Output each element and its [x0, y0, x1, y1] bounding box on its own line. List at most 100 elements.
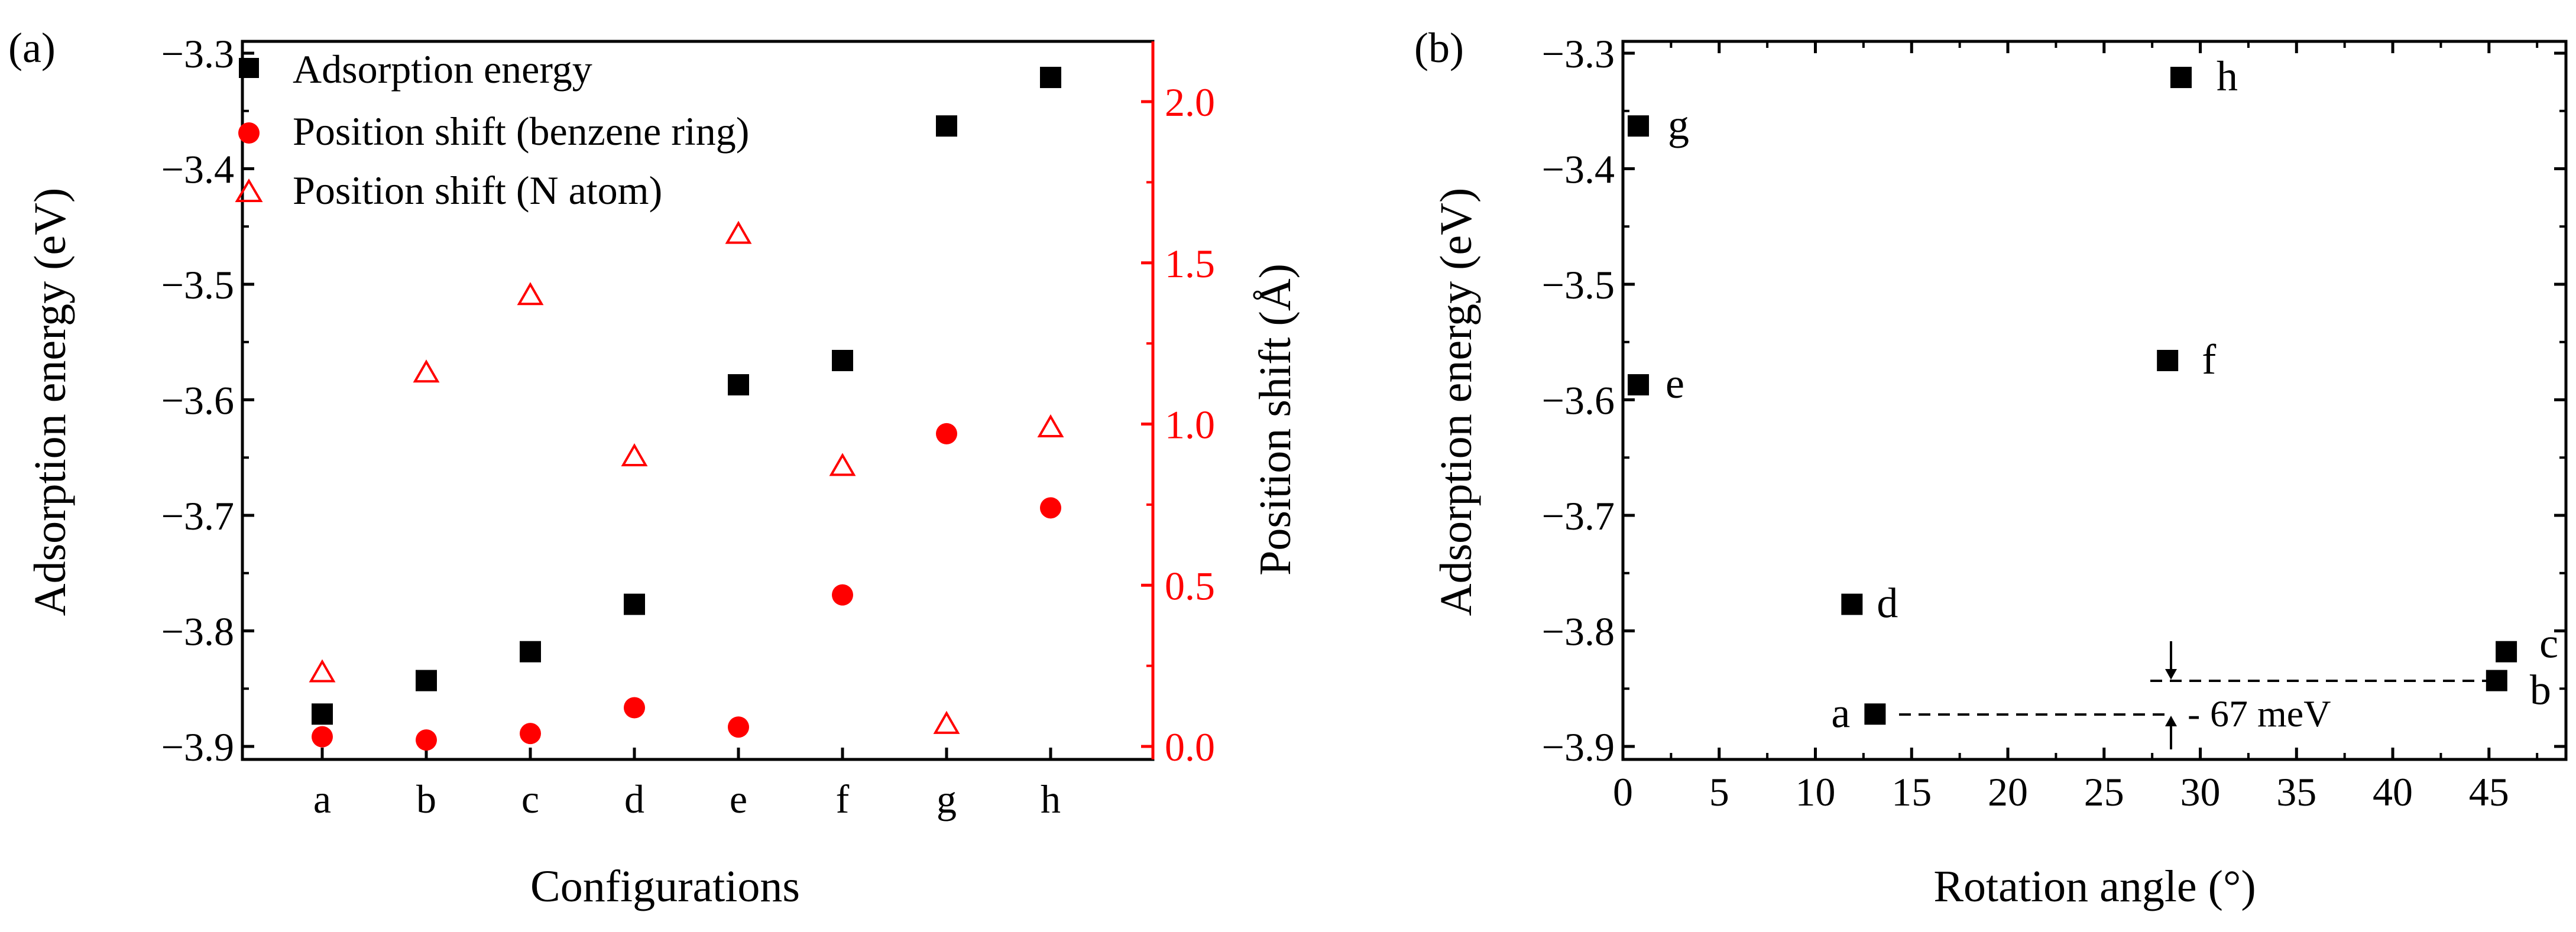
- point-label-e: e: [1666, 360, 1684, 407]
- gap-arrow-up-head: [2165, 716, 2177, 726]
- benzene-ring-shift-point: [1040, 497, 1061, 519]
- benzene-ring-shift-point: [832, 584, 853, 606]
- a-left-tick-label: −3.4: [161, 147, 234, 192]
- point-label-d: d: [1877, 580, 1898, 627]
- point-label-h: h: [2217, 53, 2238, 100]
- panel-a-y2label: Position shift (Å): [1250, 264, 1300, 576]
- b-x-tick-label: 35: [2276, 769, 2316, 814]
- rotation-energy-point: [1628, 374, 1650, 396]
- a-x-tick-label: a: [313, 777, 331, 821]
- b-x-tick-label: 25: [2084, 769, 2124, 814]
- legend-marker-n-atom: [235, 178, 263, 202]
- panel-b-ylabel: Adsorption energy (eV): [1431, 188, 1481, 616]
- panel-b-xlabel: Rotation angle (°): [1933, 862, 2256, 911]
- benzene-ring-shift-point: [624, 697, 645, 719]
- point-label-b: b: [2530, 667, 2551, 714]
- adsorption-energy-point: [520, 641, 541, 663]
- n-atom-shift-point: [517, 282, 544, 306]
- gap-arrow-down-head: [2165, 669, 2177, 680]
- a-left-tick-label: −3.7: [161, 493, 234, 538]
- legend-label-benzene-ring: Position shift (benzene ring): [293, 109, 749, 154]
- adsorption-energy-point: [624, 593, 645, 615]
- point-label-g: g: [1668, 101, 1689, 148]
- a-right-tick-label: 1.5: [1165, 241, 1215, 286]
- energy-gap-annotation: 67 meV -: [1899, 641, 2486, 749]
- rotation-energy-point: [2496, 641, 2517, 663]
- point-label-f: f: [2202, 336, 2216, 383]
- adsorption-energy-point: [728, 374, 749, 396]
- panel-b-label: (b): [1414, 24, 1464, 72]
- b-x-tick-label: 15: [1891, 769, 1932, 814]
- b-x-tick-label: 40: [2373, 769, 2413, 814]
- a-x-tick-label: e: [730, 777, 747, 821]
- a-left-tick-label: −3.8: [161, 609, 234, 654]
- panel-a: (a) −3.9 −3.8 −3.7 −3.6 −3.5 −3.4 −3.3 0.0 0.5 1…: [8, 24, 1300, 911]
- a-x-tick-label: h: [1041, 777, 1061, 821]
- n-atom-shift-point: [1037, 414, 1064, 437]
- panel-a-left-axis: −3.9 −3.8 −3.7 −3.6 −3.5 −3.4 −3.3: [161, 31, 254, 769]
- a-left-tick-label: −3.5: [161, 262, 234, 307]
- panel-b-left-axis: −3.9 −3.8 −3.7 −3.6 −3.5 −3.4 −3.3: [1542, 31, 2566, 769]
- panel-a-ylabel: Adsorption energy (eV): [25, 188, 75, 616]
- b-x-tick-label: 5: [1709, 769, 1729, 814]
- panel-a-marks: [309, 67, 1064, 751]
- a-x-tick-label: f: [836, 777, 850, 821]
- a-right-tick-label: 0.0: [1165, 725, 1215, 769]
- a-left-tick-label: −3.3: [161, 31, 234, 76]
- point-label-c: c: [2539, 620, 2558, 667]
- a-right-tick-label: 0.5: [1165, 563, 1215, 608]
- b-x-tick-label: 20: [1988, 769, 2028, 814]
- panel-b-x-axis: 0 5 10 15 20 25 30 35 40 45: [1613, 41, 2539, 814]
- gap-label-dash: -: [2188, 693, 2200, 735]
- benzene-ring-shift-point: [520, 723, 541, 745]
- legend-marker-benzene-ring: [238, 122, 260, 144]
- panel-a-right-axis: 0.0 0.5 1.0 1.5 2.0: [1141, 41, 1215, 769]
- rotation-energy-point: [1841, 593, 1863, 615]
- rotation-energy-point: [2157, 350, 2179, 372]
- b-left-tick-label: −3.4: [1542, 147, 1615, 192]
- b-left-tick-label: −3.5: [1542, 262, 1615, 307]
- point-label-a: a: [1831, 689, 1850, 736]
- b-left-tick-label: −3.3: [1542, 31, 1615, 76]
- adsorption-energy-point: [416, 670, 437, 691]
- a-x-tick-label: g: [937, 777, 957, 821]
- benzene-ring-shift-point: [936, 423, 957, 444]
- b-x-tick-label: 30: [2180, 769, 2221, 814]
- a-left-tick-label: −3.9: [161, 725, 234, 769]
- n-atom-shift-point: [933, 710, 960, 734]
- b-left-tick-label: −3.7: [1542, 493, 1615, 538]
- legend-marker-adsorption-energy: [239, 58, 259, 78]
- n-atom-shift-point: [413, 359, 440, 383]
- n-atom-shift-point: [621, 443, 648, 467]
- adsorption-energy-point: [312, 703, 333, 725]
- panel-a-x-axis: a b c d e f g h: [313, 748, 1061, 821]
- panel-a-xlabel: Configurations: [530, 862, 800, 911]
- panel-b-plot-frame: [1621, 40, 2568, 761]
- a-x-tick-label: c: [521, 777, 539, 821]
- n-atom-shift-point: [725, 220, 752, 244]
- b-left-tick-label: −3.6: [1542, 378, 1615, 423]
- b-x-tick-label: 45: [2469, 769, 2509, 814]
- n-atom-shift-point: [829, 453, 856, 476]
- benzene-ring-shift-point: [416, 729, 437, 751]
- rotation-energy-point: [1628, 115, 1650, 137]
- a-right-tick-label: 2.0: [1165, 80, 1215, 125]
- legend-label-n-atom: Position shift (N atom): [293, 168, 662, 213]
- benzene-ring-shift-point: [728, 716, 749, 738]
- a-left-tick-label: −3.6: [161, 378, 234, 423]
- a-x-tick-label: b: [416, 777, 436, 821]
- adsorption-energy-point: [1040, 67, 1061, 89]
- adsorption-energy-point: [832, 350, 853, 372]
- a-right-tick-label: 1.0: [1165, 402, 1215, 447]
- b-x-tick-label: 0: [1613, 769, 1633, 814]
- panel-a-label: (a): [8, 24, 56, 72]
- a-x-tick-label: d: [624, 777, 644, 821]
- rotation-energy-point: [1864, 703, 1886, 725]
- panel-a-legend: Adsorption energy Position shift (benzen…: [235, 47, 749, 213]
- rotation-energy-point: [2170, 67, 2192, 89]
- benzene-ring-shift-point: [312, 726, 333, 748]
- rotation-energy-point: [2486, 670, 2507, 691]
- adsorption-energy-point: [936, 115, 957, 137]
- n-atom-shift-point: [309, 659, 336, 683]
